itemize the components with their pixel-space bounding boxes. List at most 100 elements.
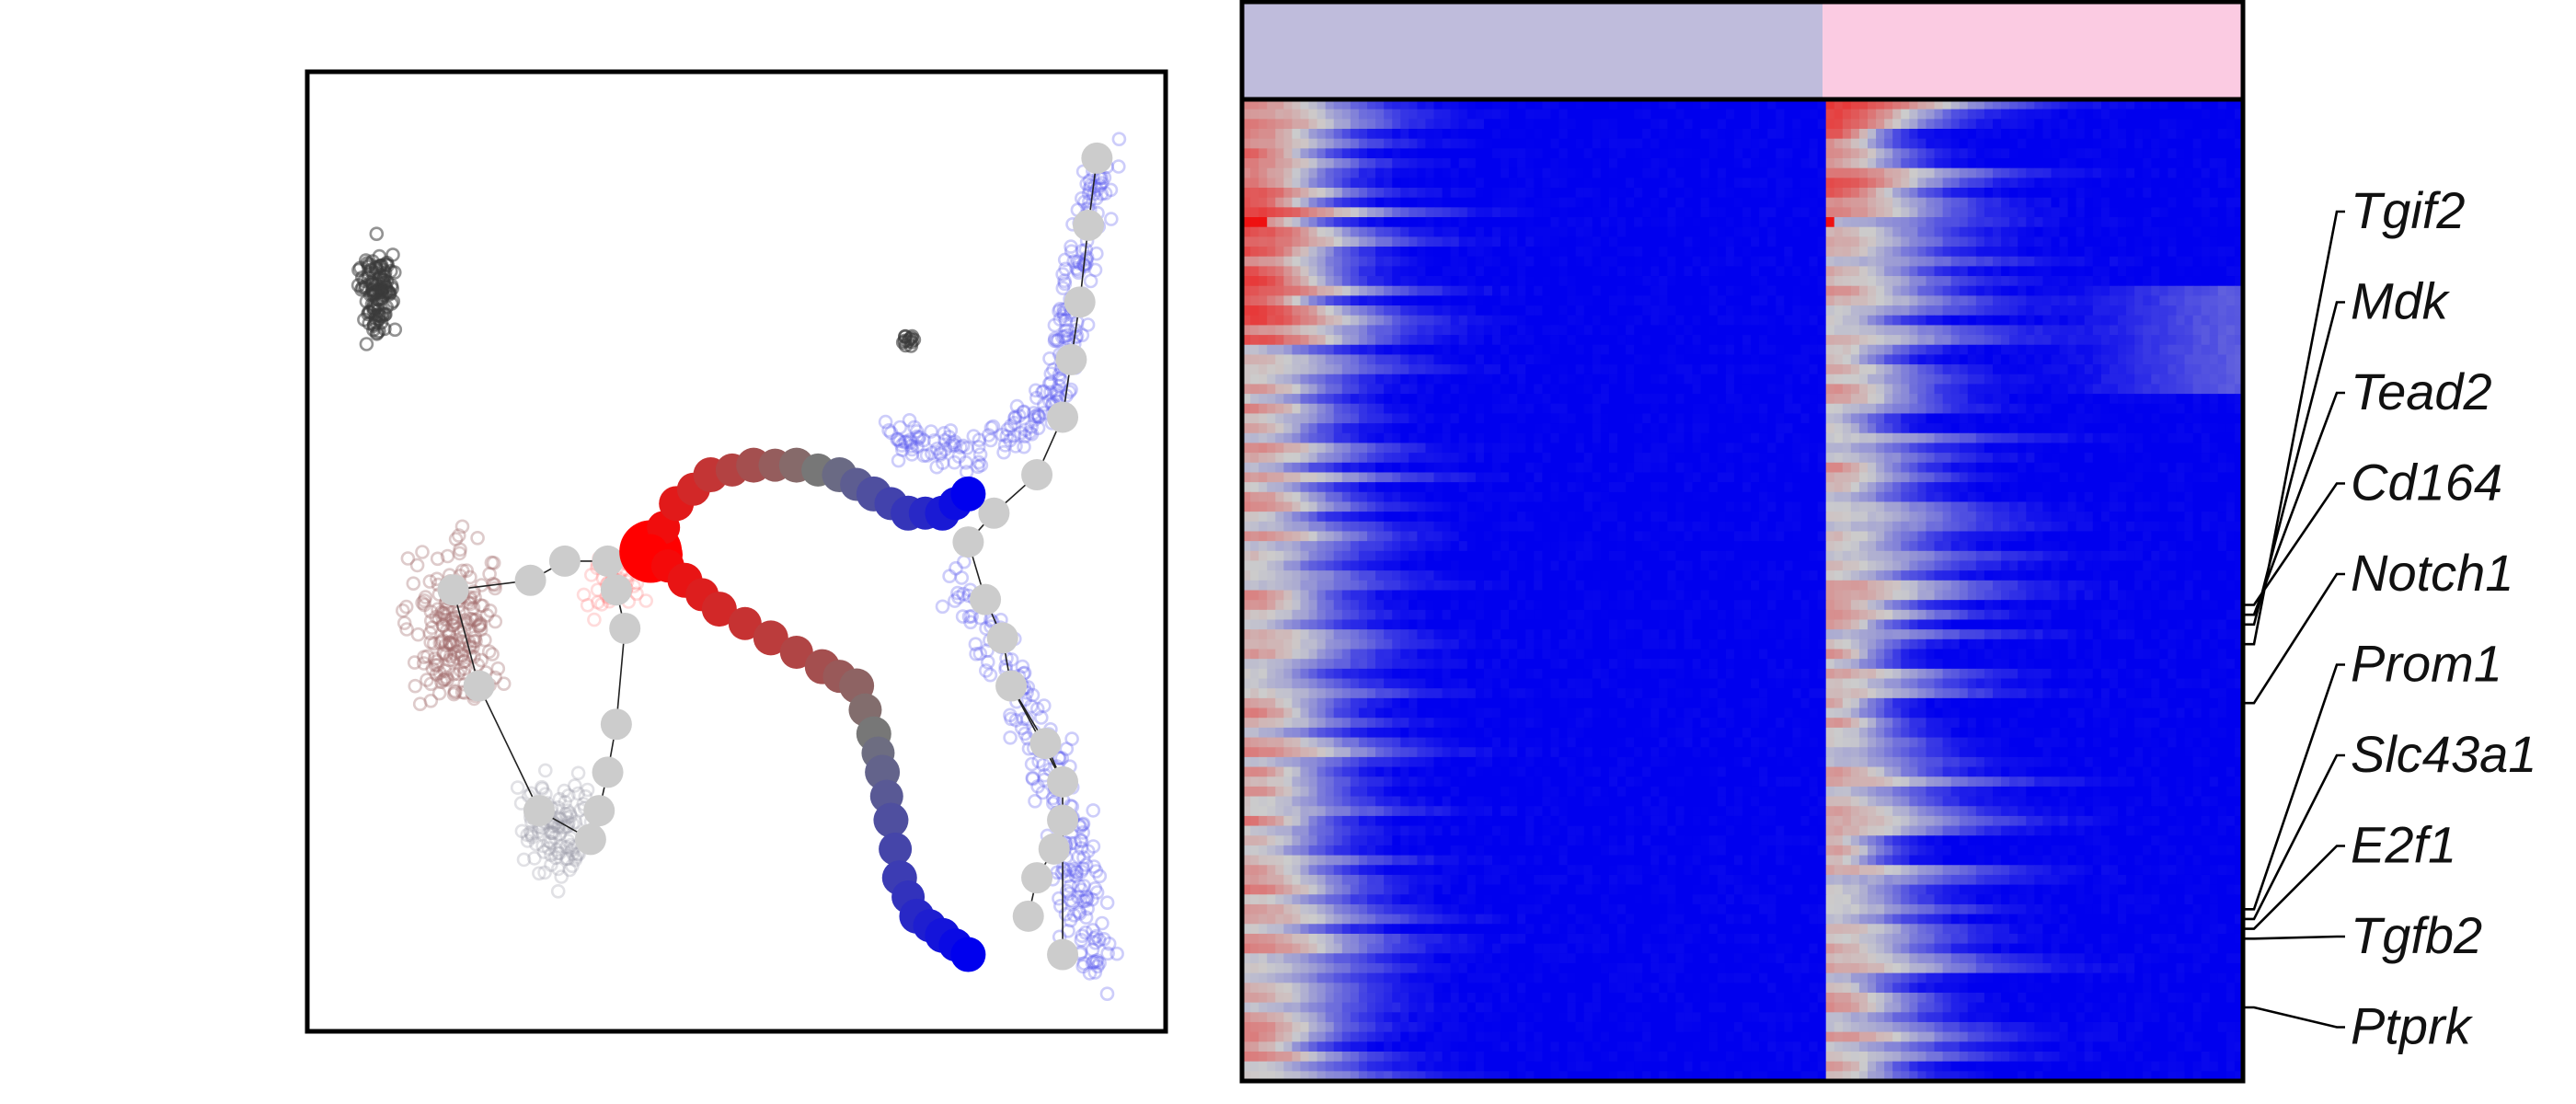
heatmap-cell (2042, 384, 2053, 395)
brown-cluster-point (446, 666, 461, 682)
heatmap-cell (2067, 226, 2077, 237)
heatmap-cell (1325, 266, 1335, 277)
heatmap-cell (2217, 256, 2227, 267)
heatmap-cell (1950, 188, 1961, 199)
heatmap-cell (1667, 295, 1677, 306)
heatmap-cell (1926, 226, 1936, 237)
heatmap-cell (1583, 403, 1593, 415)
heatmap-cell (1308, 413, 1318, 424)
heatmap-cell (2109, 315, 2119, 327)
heatmap-cell (1792, 236, 1802, 247)
heatmap-cell (1283, 217, 1293, 228)
heatmap-cell (1659, 295, 1668, 306)
heatmap-cell (1667, 305, 1677, 316)
heatmap-cell (1292, 247, 1302, 258)
heatmap-cell (1667, 236, 1677, 247)
heatmap-cell (1784, 119, 1793, 130)
heatmap-cell (1950, 266, 1961, 277)
heatmap-cell (1708, 207, 1719, 218)
heatmap-cell (1317, 305, 1327, 316)
heatmap-cell (2143, 325, 2152, 336)
heatmap-cell (2143, 315, 2152, 327)
heatmap-cell (1984, 99, 1994, 110)
heatmap-cell (1675, 295, 1685, 306)
heatmap-cell (1409, 276, 1418, 287)
heatmap-cell (1475, 207, 1485, 218)
heatmap-cell (2100, 247, 2110, 258)
heatmap-cell (1600, 109, 1610, 120)
heatmap-cell (1492, 178, 1501, 189)
heatmap-cell (1458, 384, 1468, 395)
heatmap-cell (1751, 384, 1760, 395)
heatmap-cell (1375, 236, 1385, 247)
blue-upper-arm-point (1058, 261, 1073, 277)
heatmap-cell (2184, 226, 2194, 237)
heatmap-cell (1325, 413, 1335, 424)
heatmap-cell (1733, 99, 1743, 110)
heatmap-cell (2159, 109, 2168, 120)
heatmap-cell (2168, 394, 2178, 405)
blue-lower-arm-point (1086, 803, 1100, 818)
heatmap-cell (1850, 178, 1860, 189)
heatmap-cell (1567, 207, 1577, 218)
heatmap-cell (1300, 148, 1310, 159)
heatmap-cell (1517, 256, 1526, 267)
heatmap-cell (2168, 315, 2178, 327)
heatmap-cell (1350, 305, 1360, 316)
heatmap-cell (1909, 217, 1918, 228)
heatmap-cell (2126, 315, 2135, 327)
heatmap-cell (1592, 266, 1602, 277)
heatmap-cell (1417, 138, 1427, 149)
heatmap-cell (2042, 276, 2053, 287)
heatmap-cell (1267, 158, 1276, 169)
heatmap-cell (1742, 167, 1752, 178)
heatmap-cell (1475, 188, 1485, 199)
heatmap-cell (1550, 236, 1560, 247)
heatmap-cell (1392, 148, 1401, 159)
heatmap-cell (1509, 167, 1518, 178)
heatmap-cell (1267, 344, 1276, 356)
heatmap-cell (2026, 138, 2035, 149)
heatmap-cell (1583, 99, 1593, 110)
heatmap-cell (1400, 285, 1409, 296)
heatmap-cell (2192, 178, 2202, 189)
heatmap-cell (1450, 285, 1460, 296)
blue-upper-arm-point (904, 447, 920, 462)
heatmap-cell (1984, 403, 1994, 415)
heatmap-cell (2192, 384, 2202, 395)
brown-cluster-point (445, 617, 461, 633)
heatmap-cell (1834, 403, 1844, 415)
trajectory-node (1021, 862, 1053, 894)
heatmap-cell (1250, 335, 1259, 346)
heatmap-cell (1617, 109, 1627, 120)
heatmap-cell (1884, 256, 1893, 267)
heatmap-cell (2118, 256, 2127, 267)
heatmap-cell (1800, 315, 1811, 327)
heatmap-cell (1767, 138, 1777, 149)
heatmap-cell (1475, 384, 1485, 395)
heatmap-cell (1617, 256, 1627, 267)
heatmap-cell (1384, 148, 1393, 159)
heatmap-cell (1300, 217, 1310, 228)
heatmap-cell (1684, 276, 1694, 287)
heatmap-cell (1308, 158, 1318, 169)
heatmap-cell (1275, 109, 1284, 120)
heatmap-cell (1608, 226, 1618, 237)
heatmap-cell (1433, 236, 1443, 247)
heatmap-cell (1458, 344, 1468, 356)
heatmap-cell (1901, 148, 1910, 159)
heatmap-cell (1984, 188, 1994, 199)
heatmap-cell (1667, 394, 1677, 405)
heatmap-cell (1792, 217, 1802, 228)
heatmap-cell (1442, 374, 1452, 385)
heatmap-cell (1350, 236, 1360, 247)
heatmap-cell (2217, 364, 2227, 375)
heatmap-cell (1492, 188, 1501, 199)
heatmap-cell (2092, 344, 2102, 356)
heatmap-cell (1450, 335, 1460, 346)
heatmap-cell (1458, 335, 1468, 346)
heatmap-cell (2067, 109, 2077, 120)
heatmap-cell (1876, 207, 1885, 218)
heatmap-cell (1433, 413, 1443, 424)
heatmap-cell (1626, 403, 1635, 415)
